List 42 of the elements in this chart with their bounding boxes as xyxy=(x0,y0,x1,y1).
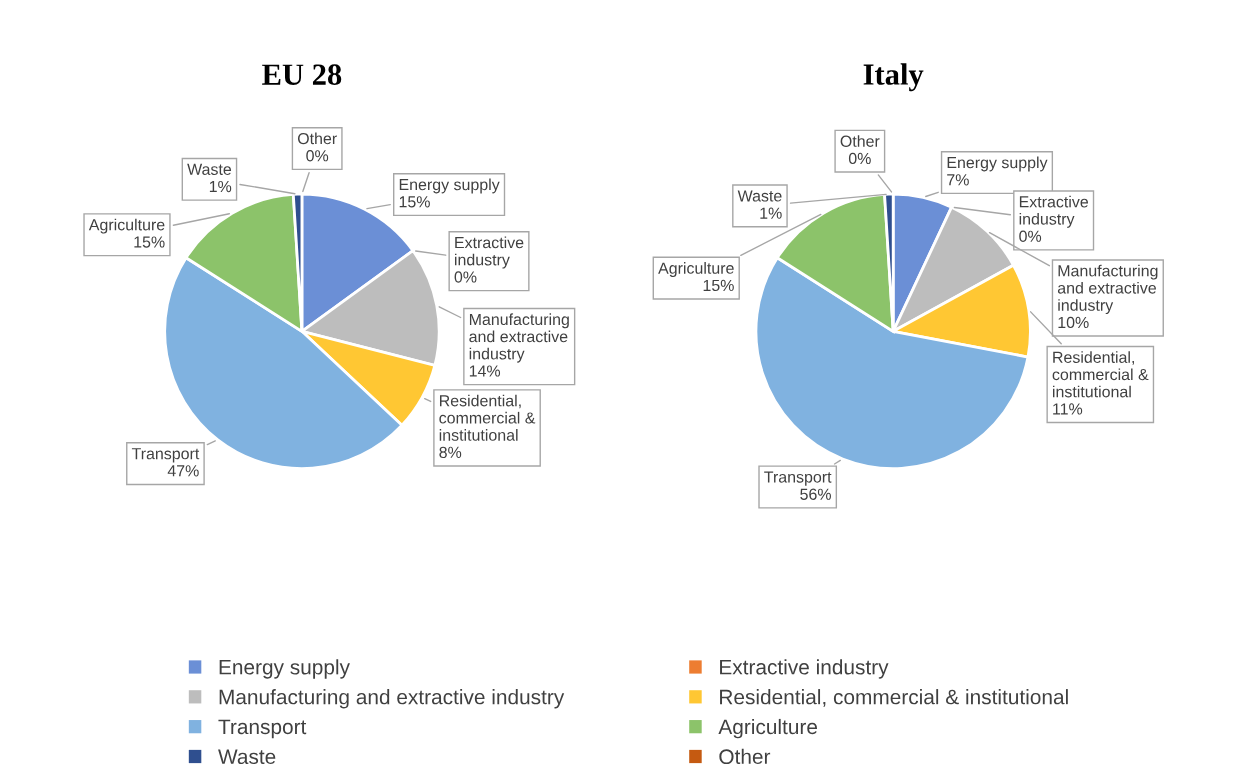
slice-label: Agriculture xyxy=(88,218,165,234)
data-label: 11% xyxy=(1053,403,1083,415)
text: 0% xyxy=(454,271,477,283)
slice-label: Energy supply xyxy=(947,156,1048,172)
legend-label: Residential, commercial & institutional xyxy=(720,689,1068,707)
slice-label: Agriculture xyxy=(658,262,734,277)
data-label: 15% xyxy=(703,279,734,292)
chart-title: Italy xyxy=(863,63,924,92)
legend-label: Extractive industry xyxy=(720,659,889,679)
slice-label: Manufacturing and extractive industry xyxy=(469,313,569,363)
data-label: 10% xyxy=(1058,316,1089,329)
data-label: 1% xyxy=(209,180,232,193)
category-label: Other xyxy=(840,135,880,147)
chart-title: EU 28 xyxy=(262,64,342,85)
category-label: Other xyxy=(297,132,337,145)
legend-label: Waste xyxy=(218,749,276,765)
legend-label: Transport xyxy=(218,719,307,739)
legend-label: Manufacturing and extractive industry xyxy=(219,689,565,709)
data-label: 7% xyxy=(947,174,969,186)
data-label: 15% xyxy=(399,196,430,208)
legend-label: Other xyxy=(719,748,771,765)
data-label: 14% xyxy=(469,365,501,377)
legend-label: Energy supply xyxy=(219,659,350,679)
data-label: 47% xyxy=(167,465,199,477)
data-label: 56% xyxy=(800,488,831,500)
slice-label: Waste xyxy=(737,190,782,202)
slice-label: Energy supply xyxy=(399,178,500,194)
slice-label: Transport xyxy=(131,448,200,463)
legend-label: Extractive industry xyxy=(1019,195,1089,228)
data-label: 8% xyxy=(439,446,462,458)
text: 0% xyxy=(306,150,329,162)
text: 0% xyxy=(1019,230,1042,242)
slice-label: Residential, commercial & institutional xyxy=(439,394,536,441)
slice-label: Waste xyxy=(187,163,232,175)
slice-label: Residential, commercial & institutional xyxy=(1052,351,1149,398)
slice-label: Manufacturing and extractive industry xyxy=(1057,264,1158,315)
data-label: 1% xyxy=(760,207,782,219)
data-label: 15% xyxy=(134,236,165,248)
category-label: Extractive industry xyxy=(455,236,524,269)
legend-label: Agriculture xyxy=(718,718,818,739)
text: 0% xyxy=(848,152,871,165)
slice-label: Transport xyxy=(764,471,832,486)
